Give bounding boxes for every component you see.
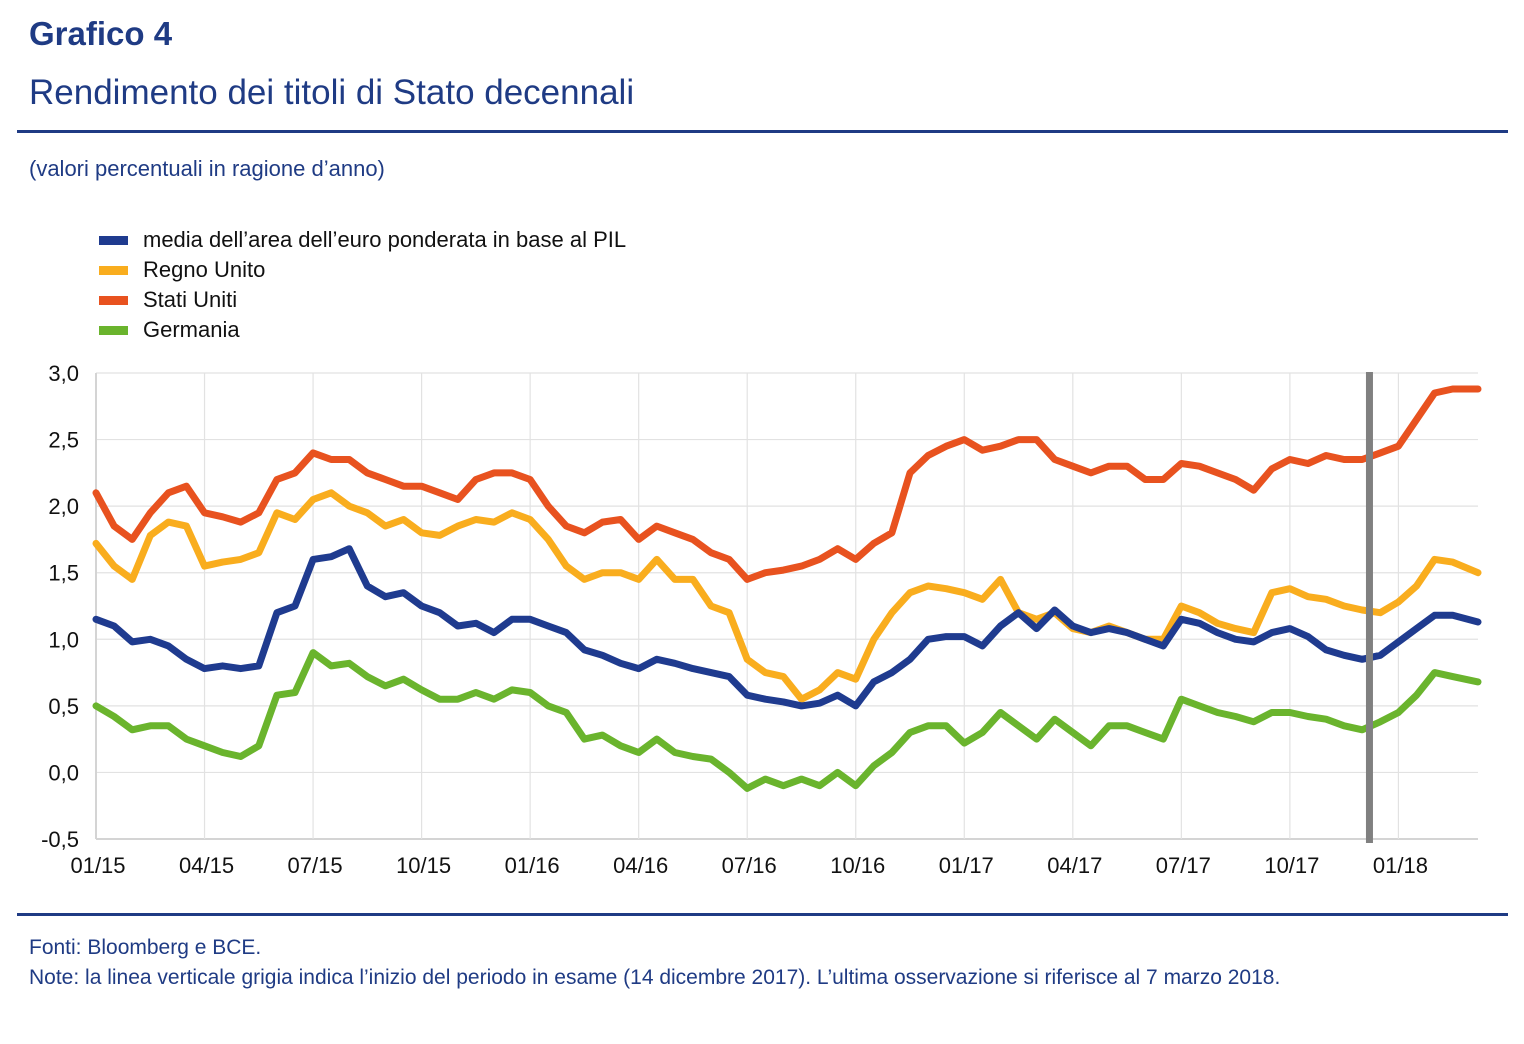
series-line-1 xyxy=(92,489,1482,703)
x-tick-label: 07/16 xyxy=(722,853,777,878)
legend-swatch-euro-area xyxy=(99,235,128,245)
legend-label-uk: Regno Unito xyxy=(143,257,266,282)
line-chart: -0,5 0,0 0,5 1,0 1,5 2,0 2,5 3,0 01/15 04/15 07/1… xyxy=(41,361,1482,878)
legend-item-germany: Germania xyxy=(99,315,626,345)
x-tick-label: 10/17 xyxy=(1264,853,1319,878)
legend-item-us: Stati Uniti xyxy=(99,285,626,315)
legend-swatch-uk xyxy=(99,265,128,275)
header-divider xyxy=(17,130,1508,133)
x-tick-label: 01/17 xyxy=(939,853,994,878)
y-tick-label: 0,0 xyxy=(48,760,79,785)
legend-label-us: Stati Uniti xyxy=(143,287,238,312)
explanatory-note: Note: la linea verticale grigia indica l… xyxy=(29,966,1281,989)
legend-swatch-us xyxy=(99,295,128,305)
legend-item-euro-area: media dell’area dell’euro ponderata in b… xyxy=(99,225,626,255)
x-tick-label: 04/17 xyxy=(1047,853,1102,878)
series-line-3 xyxy=(92,649,1482,792)
sources-note: Fonti: Bloomberg e BCE. xyxy=(29,936,262,959)
x-tick-label: 07/17 xyxy=(1156,853,1211,878)
y-tick-label: 1,0 xyxy=(48,627,79,652)
legend: media dell’area dell’euro ponderata in b… xyxy=(99,225,626,345)
x-tick-label: 01/15 xyxy=(70,853,125,878)
y-tick-label: -0,5 xyxy=(41,827,79,852)
chart-title: Rendimento dei titoli di Stato decennali xyxy=(29,73,635,112)
units-label: (valori percentuali in ragione d’anno) xyxy=(29,156,385,181)
grid xyxy=(95,372,1478,840)
x-tick-label: 07/15 xyxy=(288,853,343,878)
chart-number-title: Grafico 4 xyxy=(29,15,173,52)
y-tick-label: 0,5 xyxy=(48,694,79,719)
x-tick-label: 04/16 xyxy=(613,853,668,878)
y-tick-label: 3,0 xyxy=(48,361,79,386)
legend-item-uk: Regno Unito xyxy=(99,255,626,285)
x-tick-label: 01/16 xyxy=(505,853,560,878)
x-tick-label: 04/15 xyxy=(179,853,234,878)
y-tick-label: 2,0 xyxy=(48,494,79,519)
footnotes: Fonti: Bloomberg e BCE. Note: la linea v… xyxy=(29,933,1479,993)
legend-label-euro-area: media dell’area dell’euro ponderata in b… xyxy=(143,227,627,252)
series-line-2 xyxy=(92,385,1482,583)
y-axis: -0,5 0,0 0,5 1,0 1,5 2,0 2,5 3,0 xyxy=(41,361,79,852)
footer-divider xyxy=(17,913,1508,916)
x-tick-label: 10/16 xyxy=(830,853,885,878)
legend-swatch-germany xyxy=(99,325,128,335)
legend-label-germany: Germania xyxy=(143,317,240,342)
y-tick-label: 1,5 xyxy=(48,561,79,586)
x-tick-label: 01/18 xyxy=(1373,853,1428,878)
y-tick-label: 2,5 xyxy=(48,428,79,453)
x-tick-label: 10/15 xyxy=(396,853,451,878)
series-lines xyxy=(92,385,1482,792)
x-axis: 01/15 04/15 07/15 10/15 01/16 04/16 07/16 10/16… xyxy=(70,853,1427,878)
series-line-0 xyxy=(92,545,1482,710)
